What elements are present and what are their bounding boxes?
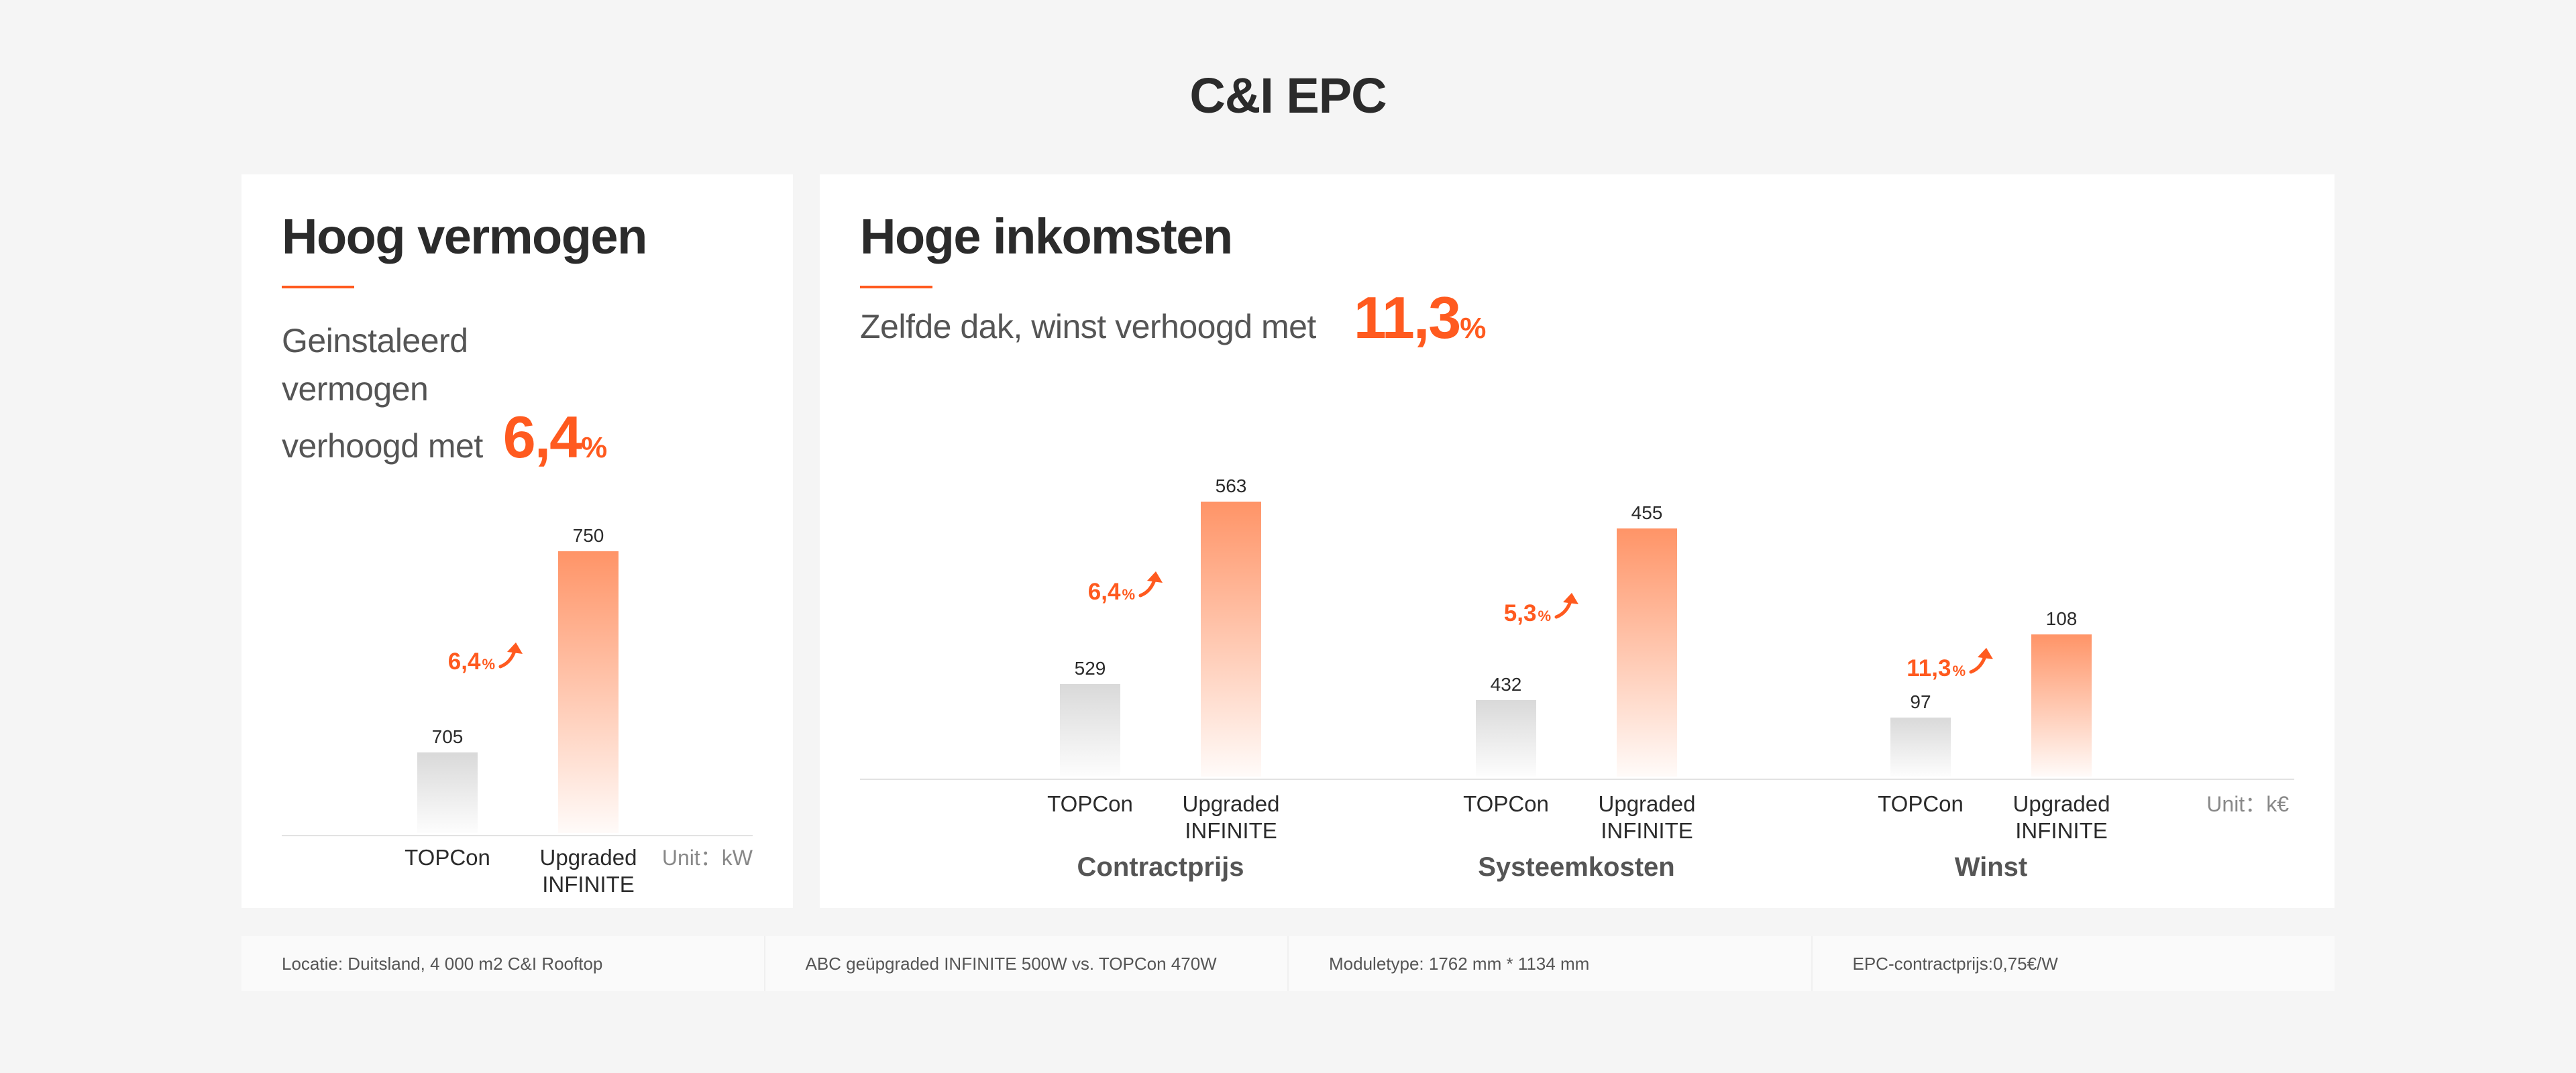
income-contractprijs-value-topcon: 529 — [1075, 658, 1106, 679]
power-label-upgraded-line-1: Upgraded — [540, 845, 637, 870]
power-highlight-sign: % — [581, 431, 608, 464]
footer-module-comparison: ABC geüpgraded INFINITE 500W vs. TOPCon … — [765, 936, 1289, 991]
income-systeemkosten-increase: 5,3% — [1504, 600, 1551, 626]
income-systeemkosten-label-topcon: TOPCon — [1463, 791, 1549, 816]
page-title: C&I EPC — [1189, 68, 1387, 123]
income-card-heading: Hoge inkomsten — [860, 209, 1233, 264]
income-winst-label-upgraded-line-1: Upgraded — [2013, 791, 2110, 816]
power-bar-upgraded — [558, 551, 619, 833]
power-value-topcon: 705 — [432, 726, 464, 747]
power-value-upgraded: 750 — [573, 525, 604, 546]
income-contractprijs-increase: 6,4% — [1088, 579, 1135, 605]
income-winst-label-topcon: TOPCon — [1878, 791, 1964, 816]
power-card-underline — [282, 286, 354, 288]
income-card-underline — [860, 286, 932, 288]
power-highlight-number: 6,4 — [502, 404, 582, 470]
footer-module-type: Moduletype: 1762 mm * 1134 mm — [1289, 936, 1813, 991]
power-subtitle-line-1: Geinstaleerd — [282, 322, 468, 359]
income-highlight-sign: % — [1460, 312, 1487, 345]
footer-info-bar: Locatie: Duitsland, 4 000 m2 C&I Rooftop… — [241, 936, 2334, 991]
income-contractprijs-label-upgraded-line-1: Upgraded — [1183, 791, 1280, 816]
income-winst-group-label: Winst — [1955, 852, 2028, 882]
income-winst-label-upgraded-line-2: INFINITE — [2015, 818, 2108, 843]
income-systeemkosten-value-upgraded: 455 — [1631, 502, 1663, 523]
footer-epc-price: EPC-contractprijs:0,75€/W — [1852, 953, 2058, 974]
income-contractprijs-arrow-icon — [1138, 571, 1163, 598]
income-winst-arrow-icon — [1969, 648, 1993, 674]
income-winst-bar-upgraded — [2031, 634, 2092, 777]
power-subtitle-line-3: verhoogd met — [282, 427, 483, 465]
income-chart: 529TOPCon563UpgradedINFINITE6,4%Contract… — [860, 475, 2294, 882]
power-card-heading: Hoog vermogen — [282, 209, 647, 264]
income-systeemkosten-bar-topcon — [1476, 700, 1536, 777]
income-systeemkosten-group-label: Systeemkosten — [1478, 852, 1674, 882]
income-contractprijs-bar-topcon — [1060, 684, 1120, 777]
power-increase: 6,4% — [448, 648, 495, 675]
power-bar-topcon — [417, 752, 478, 833]
power-label-topcon: TOPCon — [405, 845, 490, 870]
income-systeemkosten-arrow-icon — [1554, 593, 1578, 619]
income-highlight-number: 11,3 — [1353, 284, 1461, 351]
power-subtitle-line-3-wrap: verhoogd met 6,4% — [282, 408, 607, 472]
income-subtitle-text: Zelfde dak, winst verhoogd met — [860, 308, 1316, 345]
power-unit-label: Unit：kW — [662, 846, 753, 870]
income-systeemkosten-bar-upgraded — [1617, 528, 1677, 777]
income-systeemkosten-label-upgraded-line-2: INFINITE — [1601, 818, 1693, 843]
income-contractprijs-group-label: Contractprijs — [1077, 852, 1244, 882]
power-subtitle: Geinstaleerd vermogen verhoogd met 6,4% — [282, 317, 607, 472]
power-subtitle-line-2: vermogen — [282, 370, 429, 408]
income-contractprijs-label-upgraded-line-2: INFINITE — [1185, 818, 1277, 843]
income-subtitle: Zelfde dak, winst verhoogd met 11,3% — [860, 288, 1486, 353]
income-winst-value-upgraded: 108 — [2046, 608, 2078, 629]
income-winst-value-topcon: 97 — [1910, 691, 1931, 712]
income-contractprijs-bar-upgraded — [1201, 502, 1261, 777]
power-arrow-icon — [498, 642, 523, 669]
income-contractprijs-label-topcon: TOPCon — [1047, 791, 1133, 816]
footer-location: Locatie: Duitsland, 4 000 m2 C&I Rooftop — [241, 936, 765, 991]
income-card: Hoge inkomsten Zelfde dak, winst verhoog… — [820, 174, 2334, 908]
power-highlight: 6,4% — [503, 404, 607, 470]
income-winst-increase: 11,3% — [1907, 655, 1966, 681]
income-systeemkosten-value-topcon: 432 — [1491, 674, 1522, 695]
income-systeemkosten-label-upgraded-line-1: Upgraded — [1599, 791, 1696, 816]
power-label-upgraded-line-2: INFINITE — [542, 872, 635, 897]
income-highlight: 11,3% — [1354, 284, 1487, 351]
income-subtitle-wrap: Zelfde dak, winst verhoogd met 11,3% — [860, 288, 1486, 353]
power-card: Hoog vermogen Geinstaleerd vermogen verh… — [241, 174, 793, 908]
income-contractprijs-value-upgraded: 563 — [1216, 475, 1247, 496]
income-unit-label: Unit：k€ — [2206, 792, 2289, 816]
income-winst-bar-topcon — [1890, 718, 1951, 777]
